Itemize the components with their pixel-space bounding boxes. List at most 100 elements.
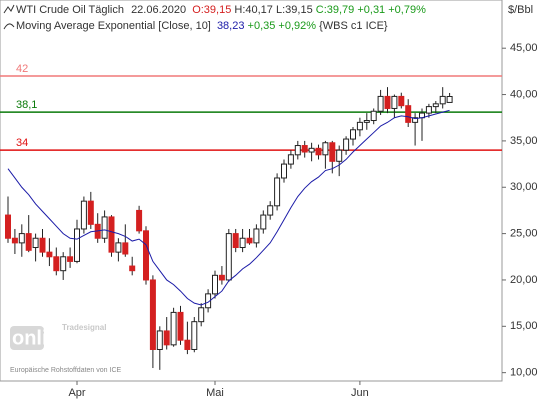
watermark-brand: Tradesignal	[62, 323, 106, 332]
candle-body	[267, 205, 274, 216]
x-tick-label: Apr	[68, 387, 85, 399]
header-title: WTI Crude Oil Täglich	[16, 4, 124, 16]
candle-body	[80, 200, 87, 230]
candle-body	[25, 233, 32, 251]
header-change-pct: +0,79%	[388, 4, 426, 16]
candle-body	[184, 339, 191, 350]
candle-body	[156, 330, 163, 350]
candle-body	[281, 163, 287, 179]
candle-body	[225, 233, 232, 281]
candle-body	[108, 216, 115, 253]
x-tick-label: Mai	[206, 387, 224, 399]
level-label: 38,1	[16, 99, 37, 111]
watermark-note: Europäische Rohstoffdaten von ICE	[10, 367, 121, 374]
y-tick-label: 10,00	[510, 367, 538, 379]
y-tick-label: 15,00	[510, 320, 538, 332]
icon	[3, 4, 15, 14]
candle-body	[232, 233, 239, 249]
ema-legend: Moving Average Exponential [Close, 10]	[16, 20, 211, 32]
candle-body	[350, 129, 356, 140]
candle-body	[246, 237, 253, 244]
candle-body	[129, 265, 136, 272]
candle-body	[308, 147, 315, 153]
candle-body	[143, 230, 149, 281]
level-label: 34	[16, 137, 28, 149]
candle-body	[253, 228, 260, 244]
header-source: {WBS c1 ICE}	[319, 20, 388, 32]
candle-body	[218, 274, 225, 281]
candle-body	[239, 237, 246, 249]
icon	[3, 23, 15, 30]
candle-body	[432, 103, 439, 108]
y-tick-label: 35,00	[510, 135, 538, 147]
candle-body	[74, 228, 80, 262]
candle-body	[363, 120, 370, 123]
header-low: L:39,15	[276, 4, 313, 16]
candle-body	[67, 256, 74, 262]
candle-body	[136, 209, 143, 232]
candle-body	[5, 214, 11, 239]
candle-body	[315, 147, 322, 156]
candle-body	[260, 214, 267, 230]
candle-body	[53, 256, 60, 272]
y-tick-label: 20,00	[510, 274, 538, 286]
plot-frame	[0, 0, 503, 382]
candle-body	[425, 106, 432, 114]
y-tick-label: 40,00	[510, 88, 538, 100]
header-change: +0,31	[357, 4, 385, 16]
candle-body	[170, 311, 177, 346]
candle-body	[101, 216, 108, 239]
candle-body	[412, 117, 419, 123]
candle-body	[191, 321, 198, 350]
candle-body	[356, 121, 363, 131]
candle-body	[149, 279, 156, 350]
header-date: 22.06.2020	[131, 4, 186, 16]
candle-body	[301, 145, 308, 153]
watermark: online Tradesignal Europäische Rohstoffd…	[10, 323, 121, 374]
candle-body	[274, 177, 281, 207]
candle-body	[60, 256, 67, 272]
y-tick-label: 30,00	[510, 181, 538, 193]
y-tick-label: 45,00	[510, 42, 538, 54]
y-unit: $/Bbl	[508, 4, 533, 16]
header-line-1: WTI Crude Oil Täglich 22.06.2020 O:39,15…	[16, 4, 426, 16]
candle-body	[11, 237, 18, 244]
header-line-2: Moving Average Exponential [Close, 10] 3…	[16, 20, 388, 32]
candle-body	[198, 307, 205, 323]
candle-body	[446, 96, 453, 103]
candle-body	[377, 95, 384, 112]
candle-body	[87, 200, 94, 225]
candle-body	[439, 95, 446, 105]
candle-body	[212, 274, 218, 295]
header-open: O:39,15	[192, 4, 231, 16]
candle-body	[163, 330, 170, 346]
header-close: C:39,79	[316, 4, 355, 16]
candle-body	[115, 242, 122, 253]
candle-body	[32, 237, 39, 249]
header-high: H:40,17	[234, 4, 273, 16]
candle-body	[398, 95, 405, 107]
watermark-logo: online	[12, 327, 71, 349]
candle-body	[405, 105, 412, 123]
candle-body	[177, 311, 184, 341]
candle-body	[343, 138, 350, 151]
candle-body	[370, 110, 377, 122]
ema-change: +0,35 +0,92%	[248, 20, 317, 32]
candle-body	[336, 149, 343, 162]
candle-body	[329, 142, 336, 162]
candle-body	[322, 142, 329, 156]
y-tick-label: 25,00	[510, 228, 538, 240]
candle-body	[46, 251, 53, 258]
candle-body	[18, 233, 25, 244]
ema-value: 38,23	[217, 20, 245, 32]
candle-body	[294, 145, 301, 156]
candle-body	[384, 95, 391, 109]
candle-body	[122, 242, 129, 255]
level-label: 42	[16, 63, 28, 75]
candle-body	[39, 237, 46, 253]
candle-body	[287, 154, 294, 165]
x-tick-label: Jun	[351, 387, 369, 399]
ema-line	[7, 109, 450, 306]
candle-body	[391, 95, 398, 109]
